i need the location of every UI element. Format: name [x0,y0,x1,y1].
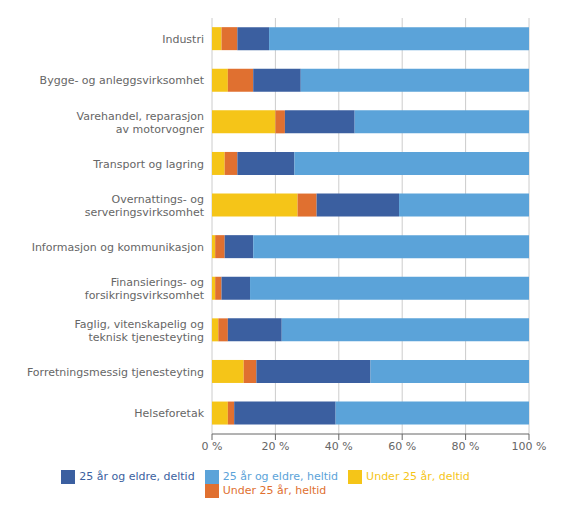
svg-text:40 %: 40 % [325,440,353,453]
svg-text:Informasjon og kommunikasjon: Informasjon og kommunikasjon [32,240,204,253]
html-text:25 år og eldre, deltid: 25 år og eldre, deltid [79,470,195,483]
svg-text:Transport og lagring: Transport og lagring [92,157,204,170]
svg-text:Helseforetak: Helseforetak [134,407,204,420]
svg-text:0 %: 0 % [202,440,223,453]
svg-text:20 %: 20 % [261,440,289,453]
svg-text:Faglig, vitenskapelig ogteknis: Faglig, vitenskapelig ogteknisk tjeneste… [75,317,204,343]
svg-text:Overnattings- ogserveringsvirk: Overnattings- ogserveringsvirksomhet [85,192,205,218]
html-text:Under 25 år, heltid: Under 25 år, heltid [222,484,327,497]
svg-text:Industri: Industri [162,32,204,45]
svg-text:60 %: 60 % [388,440,416,453]
svg-text:Bygge- og anleggsvirksomhet: Bygge- og anleggsvirksomhet [40,74,205,87]
html-text:Under 25 år, deltid: Under 25 år, deltid [366,470,470,483]
svg-text:Forretningsmessig tjenesteytin: Forretningsmessig tjenesteyting [27,365,204,378]
svg-text:Finansierings- ogforsikringsvi: Finansierings- ogforsikringsvirksomhet [85,275,205,301]
svg-text:100 %: 100 % [512,440,547,453]
html-text:25 år og eldre, heltid: 25 år og eldre, heltid [222,470,339,483]
svg-text:Varehandel, reparasjonav motor: Varehandel, reparasjonav motorvogner [77,109,205,135]
svg-text:80 %: 80 % [452,440,480,453]
